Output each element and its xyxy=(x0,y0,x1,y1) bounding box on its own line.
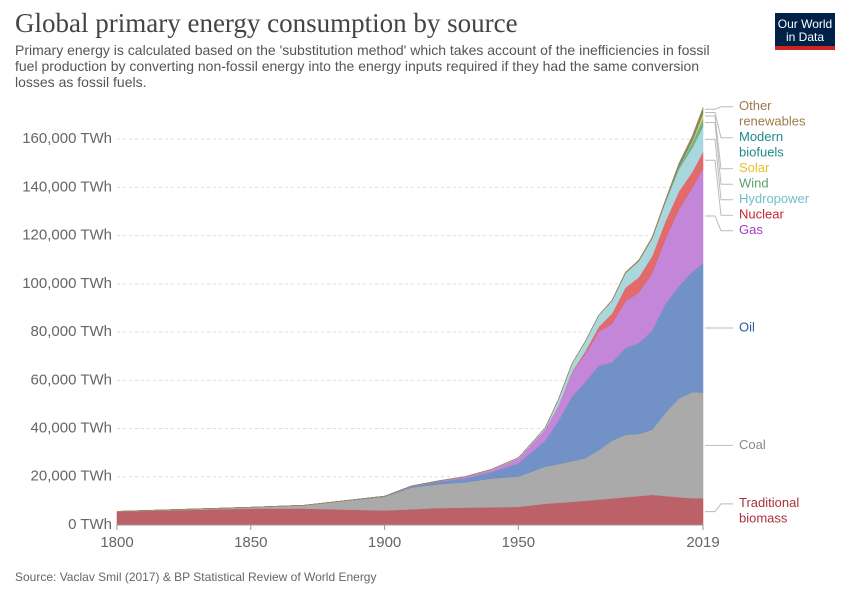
series-label: Coal xyxy=(739,437,766,452)
y-tick-label: 0 TWh xyxy=(68,516,112,533)
y-tick-label: 40,000 TWh xyxy=(31,420,112,437)
x-tick-label: 1900 xyxy=(368,534,401,551)
label-connector xyxy=(705,112,733,139)
series-label: Modern biofuels xyxy=(739,129,787,160)
x-tick-label: 1800 xyxy=(100,534,133,551)
label-line: Modern xyxy=(739,129,787,144)
y-tick-label: 60,000 TWh xyxy=(31,371,112,388)
y-tick-label: 20,000 TWh xyxy=(31,468,112,485)
series-label: Oil xyxy=(739,319,755,334)
label-connector xyxy=(705,503,733,513)
x-tick-label: 1850 xyxy=(234,534,267,551)
label-line: biofuels xyxy=(739,145,784,160)
series-label: Gas xyxy=(739,222,763,237)
source: Source: Vaclav Smil (2017) & BP Statisti… xyxy=(15,570,377,584)
label-connector xyxy=(705,159,733,216)
label-line: renewables xyxy=(739,114,806,129)
label-connector xyxy=(705,215,733,232)
label-line: biomass xyxy=(739,511,788,526)
y-tick-label: 80,000 TWh xyxy=(31,323,112,340)
label-connector xyxy=(705,138,733,201)
series-label: Wind xyxy=(739,176,769,191)
logo[interactable]: Our World in Data xyxy=(775,13,835,50)
chart-title: Global primary energy consumption by sou… xyxy=(15,8,518,38)
label-connector xyxy=(705,115,733,170)
series-label: Other renewables xyxy=(739,98,806,129)
logo-line: Our World xyxy=(777,17,833,31)
label-line: Other xyxy=(739,98,775,113)
label-line: Traditional xyxy=(739,495,803,510)
chart-subtitle: Primary energy is calculated based on th… xyxy=(15,42,710,90)
series-label: Nuclear xyxy=(739,207,784,222)
series-label: Hydropower xyxy=(739,191,810,206)
series-label: Traditional biomass xyxy=(739,495,803,526)
label-connector xyxy=(705,121,733,185)
x-tick-label: 1950 xyxy=(502,534,535,551)
y-tick-label: 160,000 TWh xyxy=(22,130,112,147)
y-tick-label: 120,000 TWh xyxy=(22,227,112,244)
chart: 0 TWh 20,000 TWh 40,000 TWh 60,000 TWh 80,00… xyxy=(22,98,810,551)
series-label: Solar xyxy=(739,160,770,175)
y-tick-label: 140,000 TWh xyxy=(22,178,112,195)
y-tick-label: 100,000 TWh xyxy=(22,275,112,292)
area xyxy=(116,107,704,512)
x-tick-label: 2019 xyxy=(686,534,719,551)
label-connector xyxy=(705,106,733,110)
logo-line: in Data xyxy=(785,30,825,44)
